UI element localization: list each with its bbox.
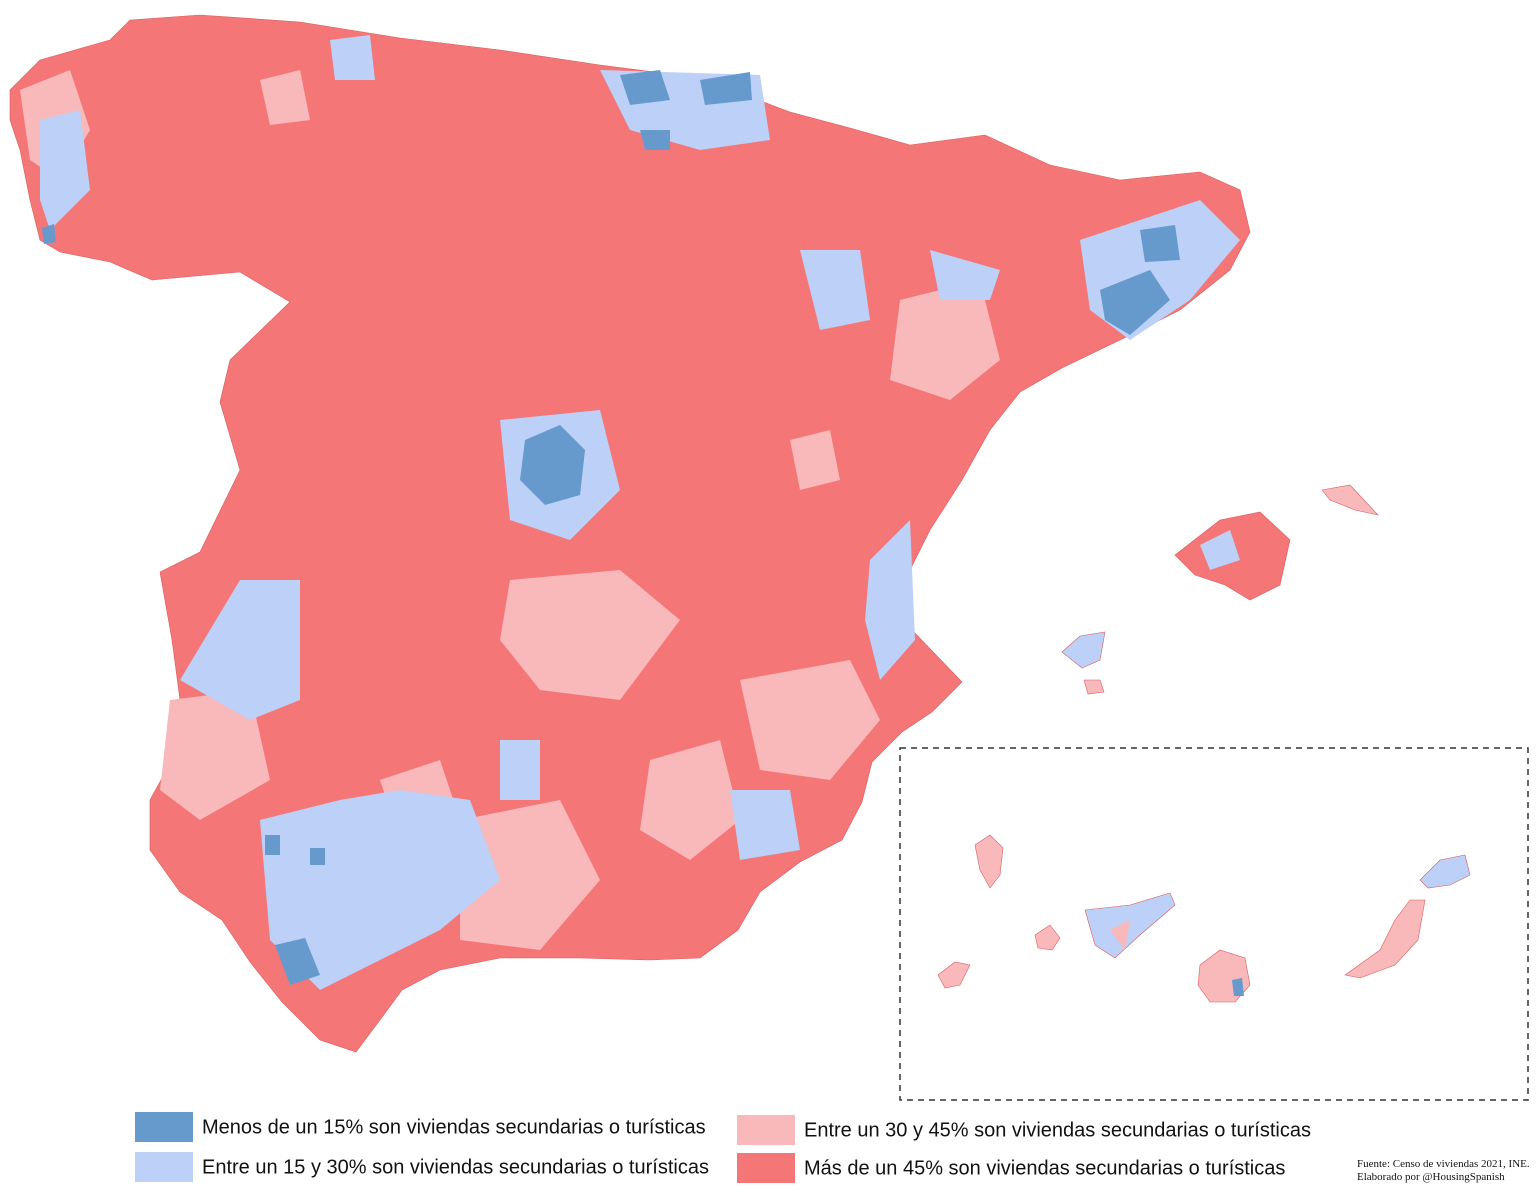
region-patch [740,660,880,780]
region-patch [260,790,500,990]
region-patch [700,72,752,105]
region-patch [265,835,280,855]
ibiza [1061,631,1106,669]
formentera [1083,679,1105,695]
region-patch [1110,920,1130,950]
legend-swatch [135,1152,193,1182]
region-patch [640,130,670,150]
legend-label: Menos de un 15% son viviendas secundaria… [202,1116,706,1138]
la-gomera [1034,924,1061,951]
menorca [1321,484,1379,516]
legend-swatch [737,1115,795,1145]
la-palma [974,834,1004,889]
region-patch [865,520,915,680]
credit-line: Elaborado por @HousingSpanish [1357,1171,1505,1183]
iberian-peninsula [9,14,1251,1053]
barcelona-area [1100,270,1170,335]
lanzarote [1419,854,1471,889]
tenerife [1084,892,1176,959]
region-patch [310,848,325,865]
legend-swatch [737,1153,795,1183]
region-patch [160,690,270,820]
region-patch [890,280,1000,400]
region-patch [42,224,56,244]
region-patch [1200,530,1240,570]
region-patch [180,580,300,720]
region-patch [260,70,310,125]
region-patch [640,740,740,860]
sevilla-area [275,938,320,985]
peninsula [9,14,1251,1053]
region-patch [460,800,600,950]
source-line: Fuente: Censo de viviendas 2021, INE. [1357,1158,1530,1170]
region-patch [500,570,680,700]
canary-islands [937,834,1471,1003]
region-patch [800,250,870,330]
region-patch [620,70,670,105]
region-patch [1140,225,1180,262]
region-patch [790,430,840,490]
region-patch [930,250,1000,300]
legend: Menos de un 15% son viviendas secundaria… [135,1112,1311,1183]
legend-label: Más de un 45% son viviendas secundarias … [804,1157,1285,1179]
madrid-area [520,425,585,505]
region-patch [730,790,800,860]
region-patch [330,35,375,80]
legend-label: Entre un 30 y 45% son viviendas secundar… [804,1119,1311,1141]
region-patch [40,110,90,230]
el-hierro [937,961,971,989]
canary-frame [899,747,1529,1101]
region-patch [1232,978,1244,996]
pink-areas [20,70,1000,950]
legend-label: Entre un 15 y 30% son viviendas secundar… [202,1156,709,1178]
dark-blue-areas [42,70,1180,985]
region-patch [500,740,540,800]
legend-swatch [135,1112,193,1142]
fuerteventura [1344,899,1426,979]
balearic-islands [1061,484,1379,695]
